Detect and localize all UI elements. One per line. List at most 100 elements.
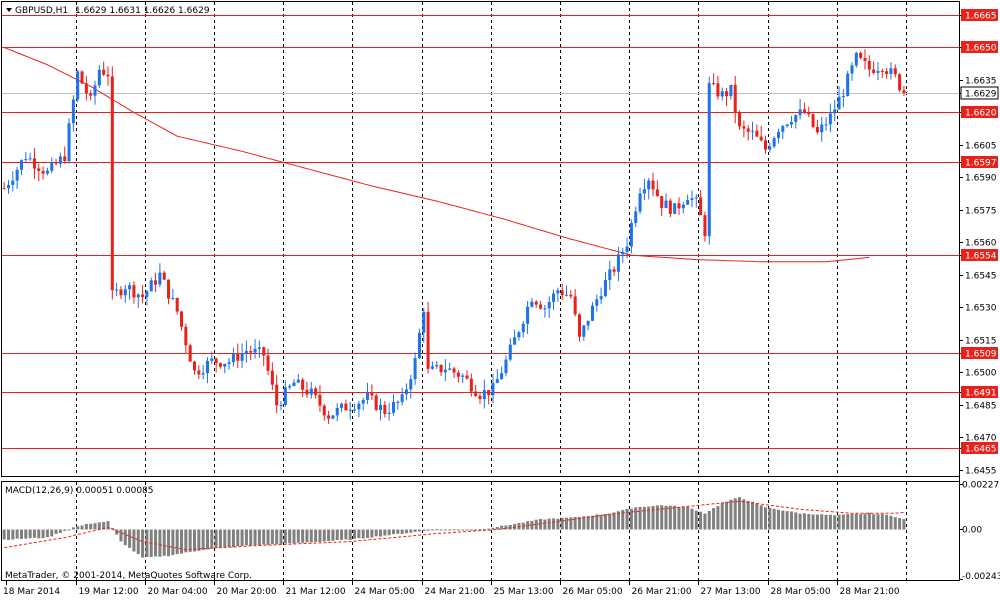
- candle: [738, 110, 742, 131]
- candle: [889, 62, 893, 80]
- macd-bar: [357, 529, 361, 539]
- macd-bar: [11, 529, 15, 540]
- macd-bar: [106, 521, 110, 530]
- candle: [145, 289, 149, 306]
- candle: [154, 272, 158, 293]
- x-tick-label: 28 Mar 05:00: [771, 587, 831, 597]
- y-tick-label: 1.6470: [965, 434, 997, 444]
- candle: [664, 193, 668, 209]
- macd-bar: [93, 523, 97, 530]
- macd-bar: [67, 529, 71, 531]
- candle: [621, 247, 625, 263]
- macd-bar: [314, 529, 318, 542]
- macd-bar: [180, 529, 184, 554]
- candle: [357, 401, 361, 418]
- candle: [599, 287, 603, 304]
- candle: [482, 379, 486, 409]
- macd-bar: [461, 529, 465, 531]
- candle: [37, 163, 41, 182]
- macd-bar: [776, 509, 780, 530]
- candle: [223, 363, 227, 374]
- candle: [361, 397, 365, 411]
- candle: [569, 290, 573, 299]
- macd-bar: [828, 514, 832, 530]
- macd-bar: [885, 514, 889, 530]
- candle: [469, 373, 473, 397]
- y-tick-label: 1.6597: [965, 159, 997, 169]
- candle: [789, 115, 793, 129]
- macd-bar: [668, 505, 672, 530]
- macd-bar: [681, 506, 685, 530]
- macd-bar: [374, 529, 378, 537]
- macd-bar: [19, 529, 23, 539]
- candle: [71, 95, 75, 132]
- candle: [539, 301, 543, 310]
- candle: [703, 211, 707, 242]
- candle: [573, 288, 577, 317]
- macd-bar: [413, 529, 417, 532]
- macd-bar: [677, 506, 681, 530]
- candle: [508, 338, 512, 362]
- candle: [249, 345, 253, 361]
- candle: [452, 366, 456, 378]
- candle: [318, 385, 322, 412]
- candle: [733, 75, 737, 124]
- macd-bar: [634, 507, 638, 530]
- macd-bar: [244, 529, 248, 546]
- macd-bar: [6, 529, 11, 540]
- y-tick-label: 1.6605: [965, 142, 997, 152]
- candle: [162, 270, 166, 281]
- candle: [197, 365, 201, 379]
- candle: [400, 387, 404, 406]
- macd-bar: [841, 514, 845, 530]
- macd-bar: [128, 529, 132, 548]
- macd-bar: [478, 529, 482, 531]
- candle: [815, 119, 819, 135]
- macd-bar: [500, 525, 504, 530]
- x-tick-label: 27 Mar 13:00: [701, 587, 761, 597]
- macd-indicator: [2, 497, 906, 558]
- candle: [530, 297, 534, 308]
- macd-bar: [759, 505, 763, 530]
- macd-bar: [167, 529, 171, 557]
- candle: [115, 282, 119, 297]
- candle: [686, 194, 690, 205]
- candle: [296, 374, 300, 383]
- candle: [785, 123, 789, 128]
- macd-bar: [729, 499, 733, 530]
- y-tick-label: 1.6665: [965, 12, 997, 22]
- macd-bar: [136, 529, 140, 555]
- macd-bar: [465, 529, 469, 531]
- macd-bar: [582, 516, 586, 530]
- candle: [543, 304, 547, 318]
- candle: [366, 382, 370, 405]
- candle: [625, 237, 629, 259]
- candle: [885, 67, 889, 79]
- candle: [681, 201, 685, 214]
- macd-bar: [655, 505, 659, 530]
- macd-bar: [50, 529, 54, 537]
- candle: [370, 384, 374, 400]
- candle: [534, 300, 538, 309]
- macd-bar: [889, 515, 893, 530]
- candle: [608, 260, 612, 291]
- macd-bar: [80, 525, 84, 530]
- candle: [807, 106, 811, 117]
- candle: [880, 68, 884, 78]
- dropdown-triangle-icon[interactable]: [6, 8, 12, 12]
- macd-bar: [443, 529, 447, 531]
- candle: [439, 364, 443, 376]
- candle: [616, 246, 620, 282]
- candle: [768, 142, 772, 153]
- vertical-grid: [76, 2, 907, 580]
- macd-bar: [552, 518, 556, 530]
- macd-bar: [387, 529, 391, 536]
- candle: [283, 380, 287, 407]
- macd-bar: [115, 529, 119, 535]
- macd-bar: [266, 529, 270, 545]
- candle: [180, 310, 184, 331]
- macd-bar: [738, 497, 742, 530]
- candle: [759, 125, 763, 142]
- macd-bar: [318, 529, 322, 542]
